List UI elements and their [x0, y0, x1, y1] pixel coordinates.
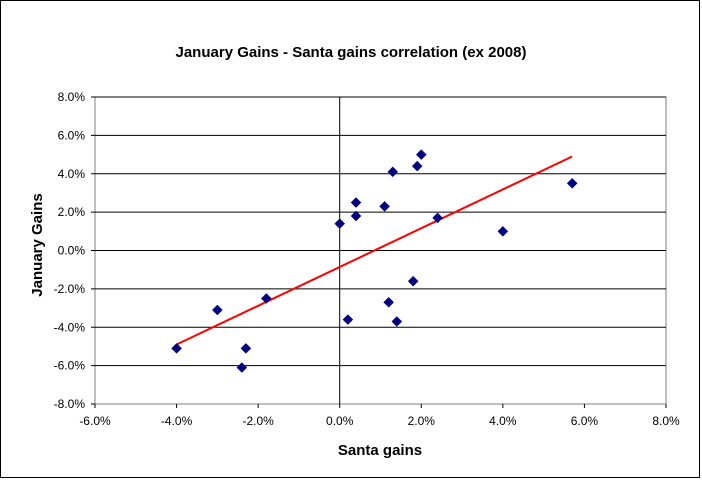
x-tick-label: -6.0% — [79, 414, 111, 428]
y-tick-label: 6.0% — [58, 128, 86, 142]
x-tick-label: 0.0% — [326, 414, 354, 428]
data-point — [383, 296, 395, 308]
x-axis-label: Santa gains — [338, 442, 422, 459]
data-point — [497, 225, 509, 237]
data-point — [260, 293, 272, 304]
y-tick-label: 0.0% — [58, 244, 86, 258]
x-tick-label: -4.0% — [161, 414, 193, 428]
data-point — [342, 314, 354, 325]
plot-area: -6.0% -4.0% -2.0% 0.0% 2.0% 4.0% 6.0% 8.0% -8.0%… — [54, 90, 680, 428]
data-point — [171, 343, 182, 354]
x-tick-label: 8.0% — [652, 414, 680, 428]
y-tick-label: -8.0% — [54, 397, 86, 411]
x-tick-label: -2.0% — [242, 414, 274, 428]
y-axis-label: January Gains — [29, 193, 46, 296]
data-point — [236, 362, 248, 373]
data-point — [240, 343, 252, 354]
data-point — [350, 210, 362, 222]
data-point — [350, 197, 362, 208]
data-point — [566, 177, 578, 189]
chart-title: January Gains - Santa gains correlation … — [176, 44, 527, 61]
y-tick-label: -2.0% — [54, 282, 86, 296]
y-tick-label: 2.0% — [58, 205, 86, 219]
data-point — [387, 166, 399, 178]
data-point — [407, 275, 419, 287]
data-point — [415, 149, 427, 160]
data-point — [391, 316, 403, 327]
data-point — [379, 201, 390, 212]
y-tick-label: -4.0% — [54, 320, 86, 334]
data-point — [411, 160, 423, 172]
trendline — [176, 155, 573, 346]
data-point — [334, 218, 346, 229]
y-tick-label: -6.0% — [54, 359, 86, 373]
y-tick-label: 8.0% — [58, 90, 86, 104]
x-tick-label: 2.0% — [408, 414, 436, 428]
x-tick-label: 6.0% — [571, 414, 599, 428]
data-point — [212, 304, 223, 316]
data-point — [432, 212, 443, 224]
x-tick-label: 4.0% — [489, 414, 517, 428]
y-tick-label: 4.0% — [58, 167, 86, 181]
